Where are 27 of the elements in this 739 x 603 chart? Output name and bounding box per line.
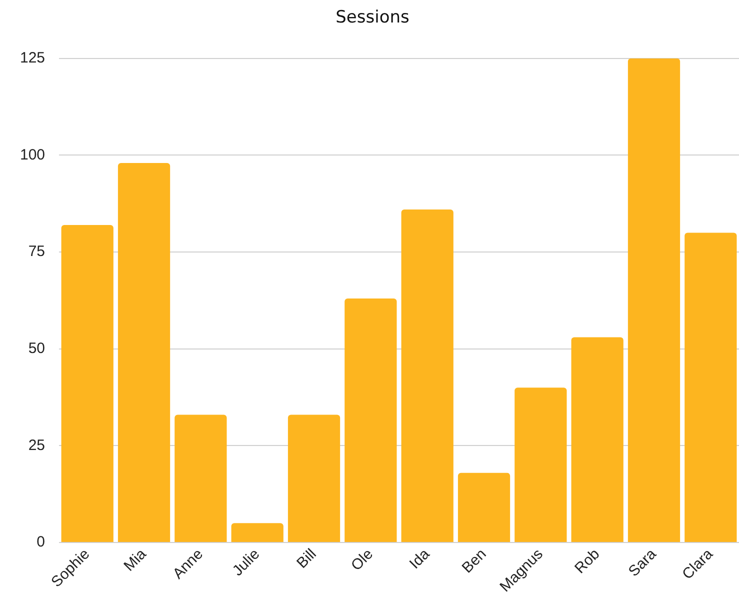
chart-title: Sessions [336,8,410,28]
x-tick-label: Ida [406,545,434,572]
x-tick-label: Sara [625,545,660,580]
bar [628,58,680,542]
x-tick-label: Julie [229,546,264,580]
bar [118,162,170,542]
bar [231,523,284,542]
y-tick-label: 100 [20,146,46,164]
bar [514,388,567,542]
x-tick-label: Ole [348,546,376,574]
x-tick-label: Bill [294,546,320,572]
bar [458,472,510,542]
bar [288,414,340,542]
bar [571,337,624,542]
y-tick-label: 125 [20,50,46,67]
y-tick-label: 50 [28,340,46,358]
bar [344,298,397,542]
bar [684,232,737,542]
bar [174,414,227,542]
x-tick-label: Rob [572,546,604,578]
x-tick-label: Ben [458,546,490,577]
bar [61,224,114,542]
x-tick-label: Mia [120,545,150,575]
y-tick-label: 0 [36,534,46,551]
bar [401,209,454,542]
y-tick-label: 75 [28,243,46,260]
y-tick-label: 25 [28,436,46,454]
